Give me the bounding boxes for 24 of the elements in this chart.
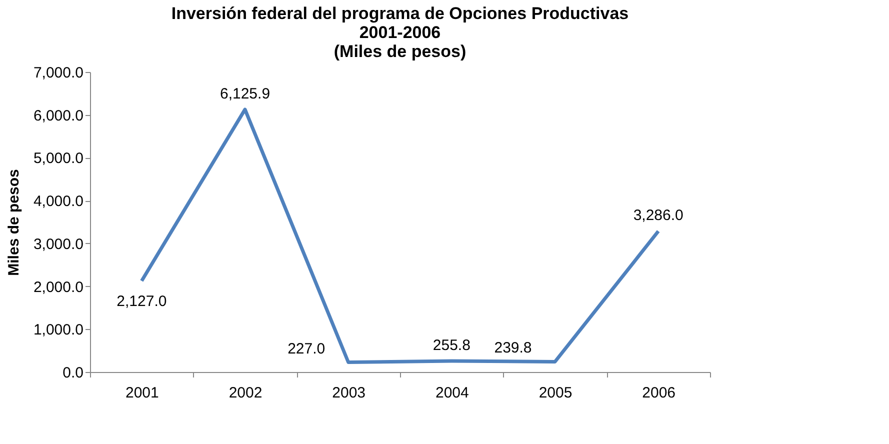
y-tick-label: 0.0 xyxy=(62,364,84,382)
text: 2001-2006 xyxy=(359,23,441,42)
x-tick-label: 2001 xyxy=(125,384,159,402)
y-tick-label: 5,000.0 xyxy=(33,150,84,168)
text: Inversión federal del programa de Opciones Productivas xyxy=(171,4,629,23)
y-tick-label: 4,000.0 xyxy=(33,193,84,210)
y-tick-label: 2,000.0 xyxy=(33,278,84,296)
data-label: 239.8 xyxy=(494,340,532,357)
y-tick-label: 3,000.0 xyxy=(33,236,84,253)
data-label: 227.0 xyxy=(288,340,326,358)
y-tick-label: 6,000.0 xyxy=(33,107,84,124)
data-label: 3,286.0 xyxy=(633,207,684,224)
x-tick-label: 2006 xyxy=(642,384,676,402)
y-tick-label: 7,000.0 xyxy=(33,64,84,82)
y-axis-title: Miles de pesos xyxy=(5,169,22,276)
x-tick-label: 2005 xyxy=(538,384,572,402)
y-tick-label: 1,000.0 xyxy=(33,322,84,339)
data-label: 2,127.0 xyxy=(116,292,167,310)
x-tick-label: 2002 xyxy=(228,384,262,402)
data-label: 6,125.9 xyxy=(220,85,270,102)
x-tick-label: 2004 xyxy=(435,384,469,402)
x-tick-label: 2003 xyxy=(332,384,366,402)
text: (Miles de pesos) xyxy=(334,42,466,61)
data-label: 255.8 xyxy=(432,337,470,354)
